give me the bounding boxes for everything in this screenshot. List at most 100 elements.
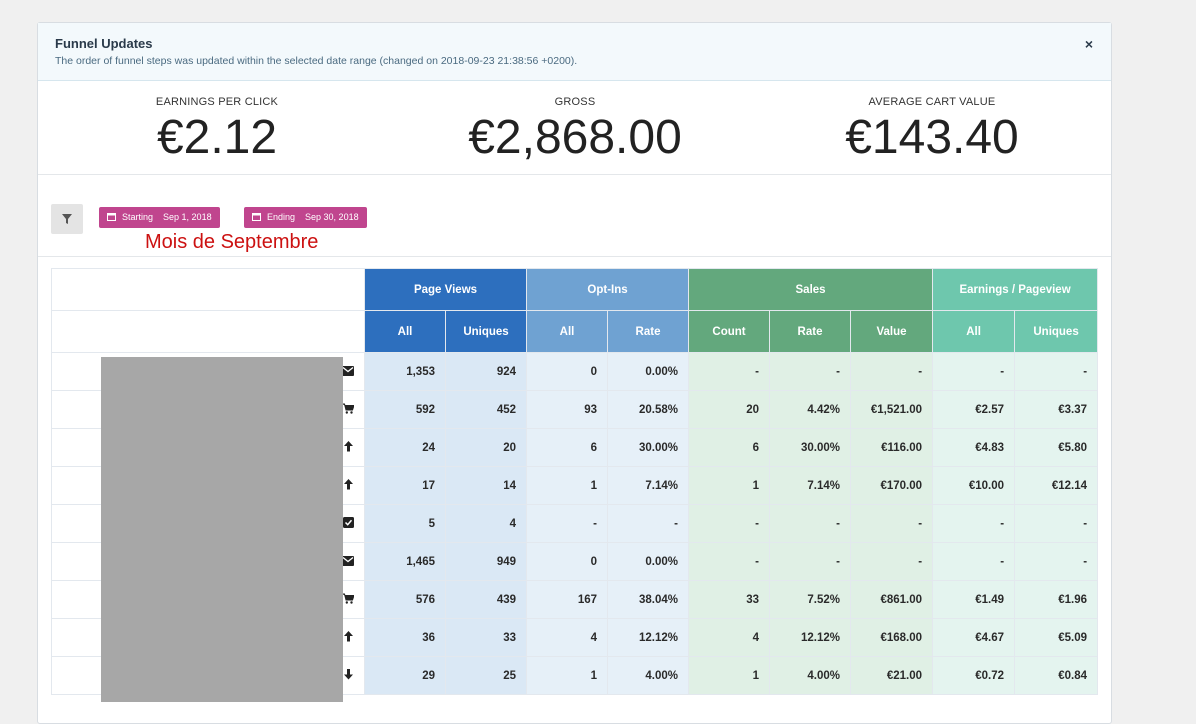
cell-epv-uniques: - [1014, 504, 1099, 543]
cell-epv-uniques: €12.14 [1014, 466, 1099, 505]
cell-epv-uniques: - [1014, 542, 1099, 581]
cell-sales-count: 1 [688, 466, 771, 505]
col-epv-all[interactable]: All [932, 310, 1016, 353]
divider [38, 256, 1111, 257]
header-sales: Sales [688, 268, 934, 311]
cell-epv-all: - [932, 542, 1016, 581]
cell-pv-uniques: 924 [444, 352, 528, 391]
cell-sales-rate: 30.00% [769, 428, 852, 467]
cell-opt-rate: 30.00% [607, 428, 690, 467]
cell-sales-rate: 12.12% [769, 618, 852, 657]
cell-sales-value: €170.00 [850, 466, 934, 505]
cell-sales-count: 1 [688, 656, 771, 695]
cell-opt-rate: 12.12% [607, 618, 690, 657]
cell-sales-rate: - [769, 542, 852, 581]
cell-sales-count: - [688, 542, 771, 581]
cell-epv-all: €4.67 [932, 618, 1016, 657]
col-sales-count[interactable]: Count [688, 310, 771, 353]
cell-epv-all: €10.00 [932, 466, 1016, 505]
col-sales-value[interactable]: Value [850, 310, 934, 353]
stat-earnings-per-click: EARNINGS PER CLICK €2.12 [117, 96, 317, 166]
filter-button[interactable] [51, 204, 83, 234]
cell-sales-rate: 7.14% [769, 466, 852, 505]
cell-pv-uniques: 452 [444, 390, 528, 429]
cell-opt-rate: 0.00% [607, 542, 690, 581]
redacted-step-names [101, 357, 343, 702]
cell-epv-uniques: €1.96 [1014, 580, 1099, 619]
funnel-updates-alert: Funnel Updates The order of funnel steps… [38, 23, 1111, 81]
cell-opt-all: 6 [526, 428, 609, 467]
cell-epv-all: €0.72 [932, 656, 1016, 695]
end-date-button[interactable]: Ending Sep 30, 2018 [244, 207, 367, 228]
stat-value: €2,868.00 [468, 111, 682, 164]
start-label: Starting [122, 212, 154, 222]
cell-opt-rate: 38.04% [607, 580, 690, 619]
cell-epv-all: €4.83 [932, 428, 1016, 467]
cell-epv-all: - [932, 352, 1016, 391]
cell-pv-all: 592 [364, 390, 446, 429]
cell-sales-rate: - [769, 504, 852, 543]
cell-opt-rate: 20.58% [607, 390, 690, 429]
cell-epv-all: €1.49 [932, 580, 1016, 619]
cell-pv-all: 24 [364, 428, 446, 467]
end-date: Sep 30, 2018 [305, 212, 359, 222]
stat-value: €2.12 [156, 111, 278, 164]
start-date-button[interactable]: Starting Sep 1, 2018 [99, 207, 220, 228]
cell-sales-count: 6 [688, 428, 771, 467]
cell-pv-uniques: 25 [444, 656, 528, 695]
cell-sales-count: - [688, 504, 771, 543]
cell-pv-uniques: 33 [444, 618, 528, 657]
col-epv-uniques[interactable]: Uniques [1014, 310, 1099, 353]
start-date: Sep 1, 2018 [163, 212, 212, 222]
alert-title: Funnel Updates [55, 36, 153, 51]
cell-opt-all: 0 [526, 542, 609, 581]
cell-opt-all: 1 [526, 466, 609, 505]
header-page-views: Page Views [363, 268, 528, 311]
col-opt-rate[interactable]: Rate [607, 310, 690, 353]
cell-sales-count: 20 [688, 390, 771, 429]
arrow-down-icon [343, 668, 354, 683]
cell-pv-all: 17 [364, 466, 446, 505]
blank-header [51, 310, 365, 353]
cell-pv-uniques: 949 [444, 542, 528, 581]
cell-opt-rate: - [607, 504, 690, 543]
cell-epv-uniques: €3.37 [1014, 390, 1099, 429]
cell-opt-rate: 4.00% [607, 656, 690, 695]
cell-pv-all: 1,353 [364, 352, 446, 391]
cell-pv-all: 36 [364, 618, 446, 657]
stat-value: €143.40 [845, 111, 1019, 164]
cell-pv-uniques: 4 [444, 504, 528, 543]
cell-sales-rate: - [769, 352, 852, 391]
col-pv-all[interactable]: All [364, 310, 446, 353]
cell-pv-all: 5 [364, 504, 446, 543]
cell-epv-all: €2.57 [932, 390, 1016, 429]
cell-sales-value: - [850, 352, 934, 391]
cell-sales-value: €1,521.00 [850, 390, 934, 429]
cell-sales-count: 33 [688, 580, 771, 619]
envelope-icon [342, 365, 354, 379]
col-pv-uniques[interactable]: Uniques [444, 310, 528, 353]
cart-icon [342, 593, 355, 607]
cell-opt-all: 93 [526, 390, 609, 429]
col-opt-all[interactable]: All [526, 310, 609, 353]
arrow-up-icon [343, 440, 354, 455]
stat-label: AVERAGE CART VALUE [868, 96, 996, 108]
col-sales-rate[interactable]: Rate [769, 310, 852, 353]
cell-sales-rate: 7.52% [769, 580, 852, 619]
calendar-icon [107, 213, 116, 222]
cart-icon [342, 403, 355, 417]
close-icon[interactable]: × [1084, 36, 1093, 52]
cell-sales-count: - [688, 352, 771, 391]
handwritten-annotation: Mois de Septembre [145, 231, 319, 253]
cell-epv-uniques: €5.80 [1014, 428, 1099, 467]
arrow-up-icon [343, 630, 354, 645]
cell-epv-all: - [932, 504, 1016, 543]
cell-sales-value: - [850, 542, 934, 581]
alert-text: The order of funnel steps was updated wi… [55, 55, 578, 67]
stat-gross: GROSS €2,868.00 [425, 96, 725, 166]
stat-label: GROSS [554, 96, 596, 108]
cell-pv-uniques: 20 [444, 428, 528, 467]
cell-pv-all: 576 [364, 580, 446, 619]
cell-pv-all: 1,465 [364, 542, 446, 581]
cell-opt-rate: 0.00% [607, 352, 690, 391]
